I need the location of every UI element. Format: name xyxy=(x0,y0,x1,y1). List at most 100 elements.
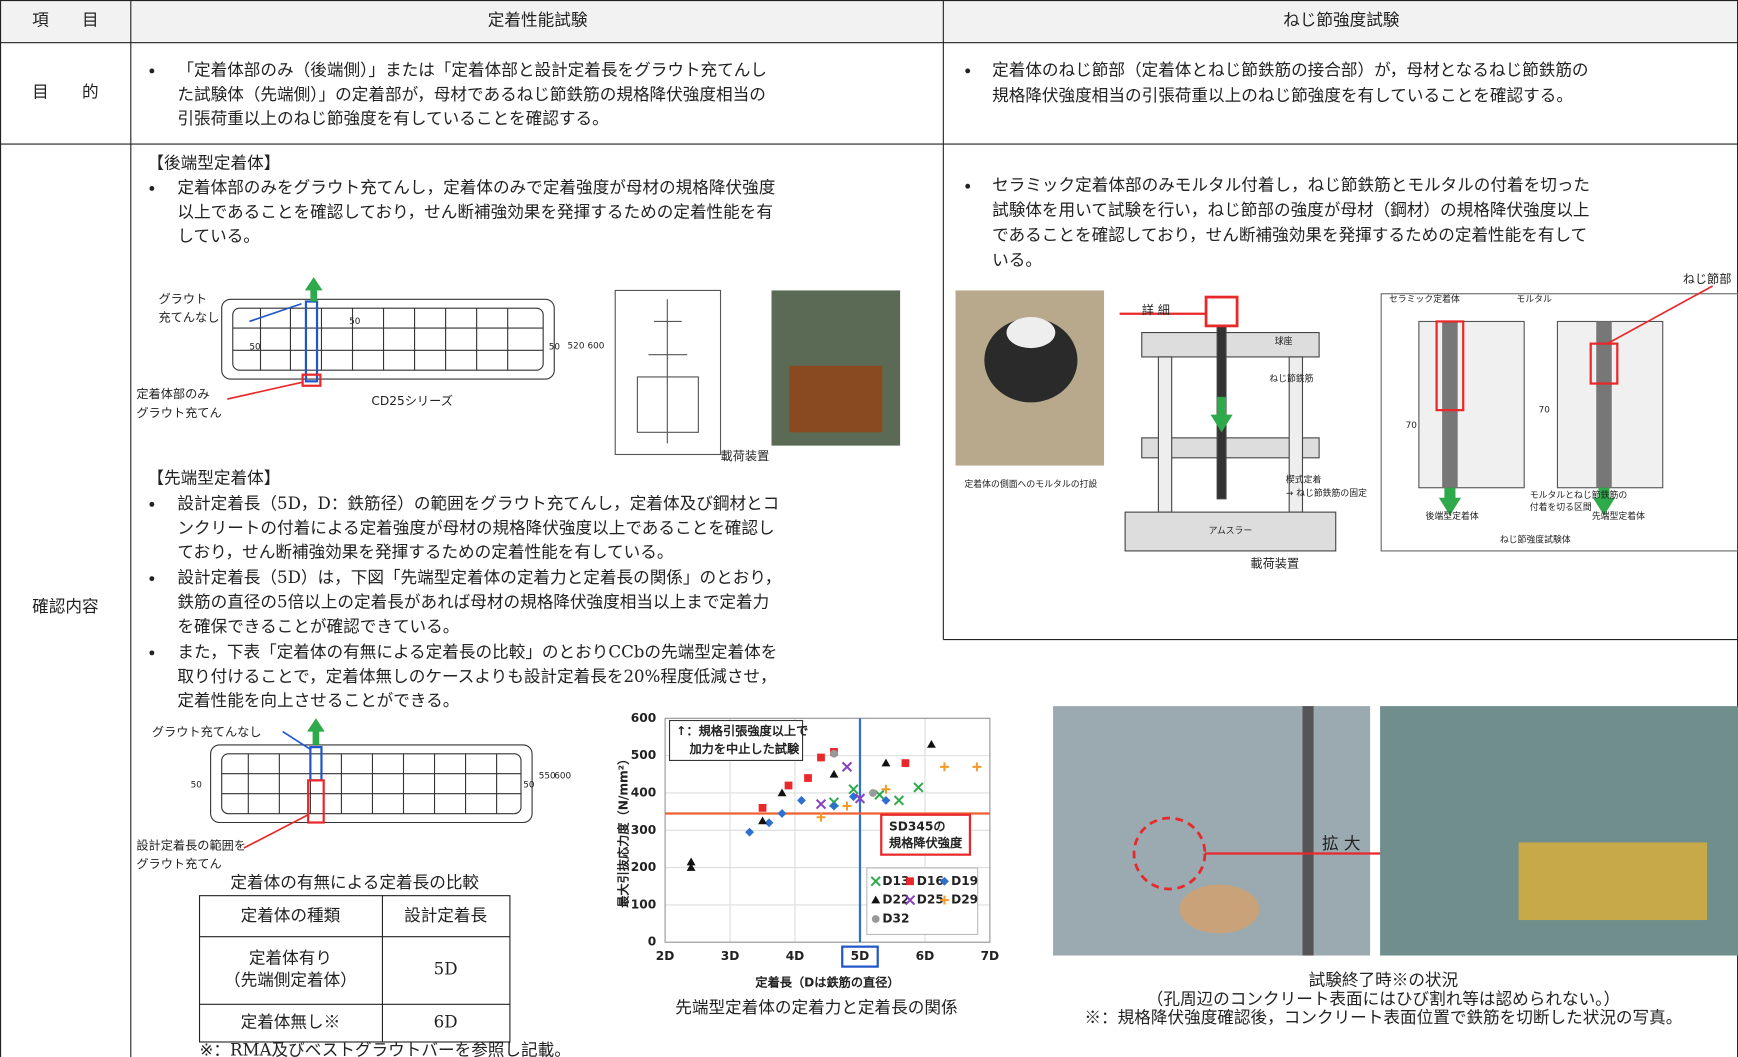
x-tick-label: 6D xyxy=(916,949,935,963)
marker xyxy=(816,812,826,822)
press-diagram xyxy=(1124,295,1337,552)
figure-label: セラミック定着体 xyxy=(1389,293,1460,305)
marker xyxy=(841,761,853,772)
purpose-text: 規格降伏強度相当の引張荷重以上のねじ節強度を有していることを確認する。 xyxy=(992,86,1573,105)
table-cell: （先端側定着体） xyxy=(224,971,357,990)
marker xyxy=(939,762,949,772)
figure-label: グラウト充てんなし xyxy=(152,724,262,739)
marker xyxy=(829,801,839,811)
pull-arrow xyxy=(1210,396,1233,433)
purpose-text: 引張荷重以上のねじ節強度を有していることを確認する。 xyxy=(177,109,608,128)
thread-zone xyxy=(1435,320,1465,412)
figure-label: モルタルとねじ節鉄筋の xyxy=(1530,489,1628,501)
marker xyxy=(830,749,838,758)
figure-label: 定着体の側面へのモルタルの打設 xyxy=(964,478,1097,490)
paragraph: 試験体を用いて試験を行い，ねじ節部の強度が母材（鋼材）の規格降伏強度以上 xyxy=(992,201,1589,220)
pull-arrow xyxy=(304,277,323,302)
bullet xyxy=(149,186,155,191)
legend-marker xyxy=(906,877,914,886)
photo-detail xyxy=(1006,317,1056,349)
header-cell: ねじ節強度試験 xyxy=(1283,11,1400,30)
annotation: 加力を中止した試験 xyxy=(688,741,799,756)
marker xyxy=(777,788,787,797)
marker xyxy=(913,782,924,793)
figure-label: 球座 xyxy=(1275,335,1293,347)
bullet xyxy=(965,183,971,189)
plot-frame xyxy=(664,717,991,943)
legend-marker xyxy=(904,894,916,906)
figure-label: 設計定着長の範囲を xyxy=(136,837,246,852)
dimension: 50 xyxy=(549,342,561,352)
dimension: 50 xyxy=(249,342,261,352)
x-tick-label: 4D xyxy=(786,949,805,963)
marker xyxy=(926,739,936,748)
marker xyxy=(901,759,910,767)
bullet xyxy=(149,576,155,582)
paragraph: また，下表「定着体の有無による定着長の比較」のとおりCCbの先端型定着体を xyxy=(177,642,777,661)
heading: 【後端型定着体】 xyxy=(147,154,280,173)
x-axis-label: 定着長（Dは鉄筋の直径） xyxy=(755,975,899,990)
pull-arrow xyxy=(1438,487,1462,516)
x-tick-label: 3D xyxy=(721,949,740,963)
comparison-table xyxy=(198,895,511,1043)
photo-detail xyxy=(1302,706,1314,956)
figure-label: モルタル xyxy=(1516,294,1552,305)
marker xyxy=(758,803,767,812)
caption: ※：規格降伏強度確認後，コンクリート表面位置で鉄筋を切断した状況の写真。 xyxy=(1084,1008,1682,1027)
legend-marker xyxy=(871,915,880,923)
figure-label: ねじ節強度試験体 xyxy=(1500,533,1571,545)
table-header: 設計定着長 xyxy=(404,906,487,925)
legend-label: D19 xyxy=(951,874,978,888)
marker xyxy=(784,781,793,790)
caption: 試験終了時※の状況 xyxy=(1309,971,1459,990)
dimension: 70 xyxy=(1539,406,1551,416)
legend-marker xyxy=(940,876,949,886)
legend-marker xyxy=(870,876,881,887)
table-header: 定着体の種類 xyxy=(241,906,341,925)
marker xyxy=(758,816,767,825)
dimension: 50 xyxy=(523,780,535,790)
paragraph: 設計定着長（5D）は，下図「先端型定着体の定着力と定着長の関係」のとおり， xyxy=(177,568,781,587)
marker xyxy=(881,784,891,794)
figure-label: グラウト充てん xyxy=(136,405,221,420)
paragraph: 鉄筋の直径の5倍以上の定着長があれば母材の規格降伏強度相当以上まで定着力 xyxy=(177,593,769,612)
y-axis-label: 最大引抜応力度（N/mm²） xyxy=(616,753,631,908)
photo-detail xyxy=(1518,842,1708,921)
figure-label: グラウト xyxy=(159,292,208,306)
figure-label: 詳 細 xyxy=(1142,302,1170,317)
marker xyxy=(893,795,905,806)
caption: 先端型定着体の定着力と定着長の関係 xyxy=(675,998,957,1017)
marker xyxy=(817,753,825,762)
marker xyxy=(881,758,891,767)
figure-label: CD25シリーズ xyxy=(371,393,453,408)
figure-label: グラウト充てん xyxy=(136,856,221,871)
header-cell: 定着性能試験 xyxy=(488,11,588,30)
specimen-frame xyxy=(1380,293,1738,552)
dimension: 600 xyxy=(588,341,605,351)
figure-label: ねじ節部 xyxy=(1683,271,1732,286)
table-note: ※：RMA及びベストグラウトバーを参照し記載。 xyxy=(200,1040,571,1057)
y-tick-label: 300 xyxy=(631,823,656,837)
paragraph: を確保できることが確認できている。 xyxy=(177,617,459,636)
table-cell: 5D xyxy=(434,959,458,978)
caption: （孔周辺のコンクリート表面にはひび割れ等は認められない。） xyxy=(1147,989,1620,1008)
marker xyxy=(848,784,859,795)
legend-label: D29 xyxy=(951,893,978,907)
paragraph: いる。 xyxy=(992,251,1042,270)
paragraph: ており，せん断補強効果を発揮するための定着性能を有している。 xyxy=(177,543,673,562)
paragraph: であることを確認しており，せん断補強効果を発揮するための定着性能を有して xyxy=(992,226,1587,245)
marker xyxy=(804,774,812,782)
photo-detail xyxy=(1179,884,1260,934)
annotation-box xyxy=(668,719,804,761)
bullet xyxy=(149,501,155,507)
y-tick-label: 200 xyxy=(631,860,656,874)
legend-label: D16 xyxy=(917,874,944,888)
rebar xyxy=(1442,321,1458,488)
figure-label: → ねじ節鉄筋の固定 xyxy=(1286,487,1367,499)
y-tick-label: 400 xyxy=(631,785,656,799)
bullet xyxy=(965,68,971,74)
callout xyxy=(282,730,311,751)
x-tick-label: 7D xyxy=(981,949,1000,963)
y-tick-label: 600 xyxy=(631,711,656,725)
